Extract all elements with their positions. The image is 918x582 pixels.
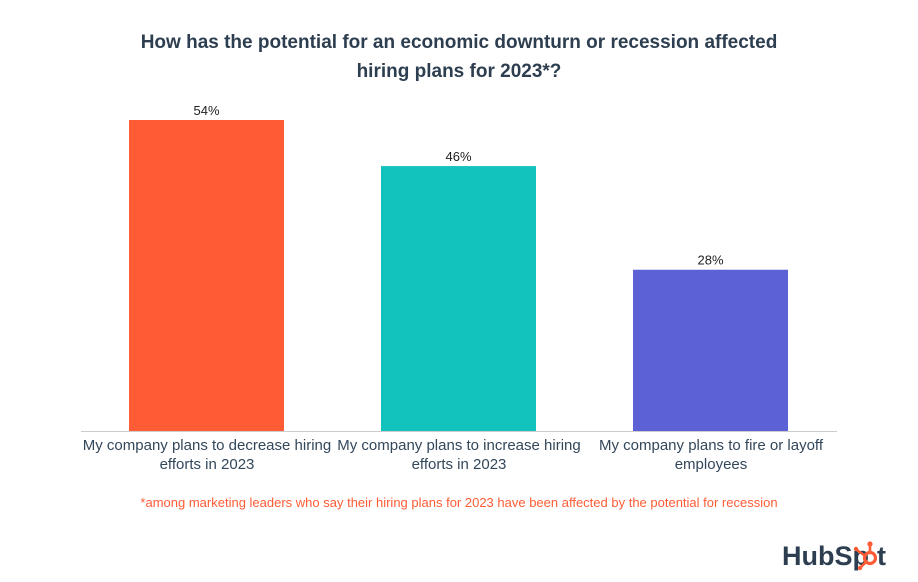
data-label-decrease: 54% — [193, 103, 219, 118]
sprocket-icon — [853, 541, 878, 571]
logo-text-before: HubSp — [782, 541, 869, 571]
category-label-decrease: My company plans to decrease hiring effo… — [82, 437, 332, 473]
data-label-increase: 46% — [445, 149, 471, 164]
bar-chart: 54% 46% 28% — [81, 103, 837, 432]
hubspot-logo: HubSp t — [782, 541, 886, 571]
category-label-increase: My company plans to increase hiring effo… — [337, 437, 581, 473]
bar-layoff — [633, 269, 788, 431]
chart-title-line-1: How has the potential for an economic do… — [140, 32, 778, 53]
logo-text-after: t — [877, 541, 886, 571]
data-label-layoff: 28% — [697, 253, 723, 268]
bar-decrease — [129, 120, 284, 431]
chart-title: How has the potential for an economic do… — [0, 28, 918, 86]
chart-title-line-2: hiring plans for 2023*? — [356, 61, 562, 82]
category-label-layoff: My company plans to fire or layoff emplo… — [599, 437, 823, 473]
footnote: *among marketing leaders who say their h… — [140, 495, 778, 510]
bar-increase — [381, 166, 536, 431]
